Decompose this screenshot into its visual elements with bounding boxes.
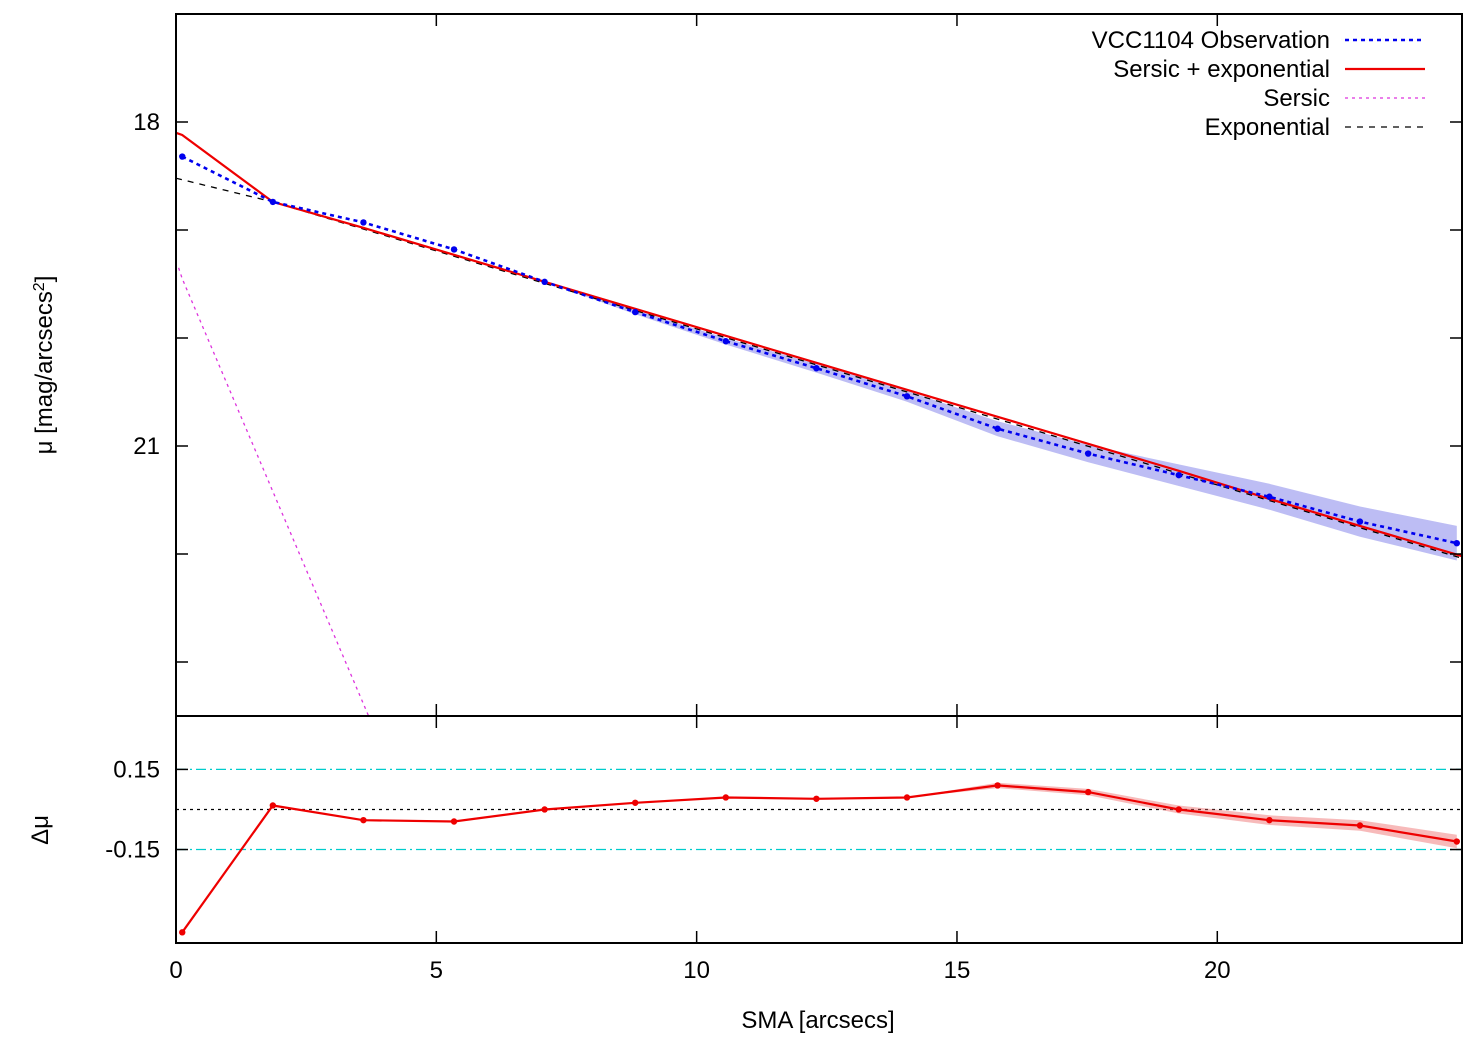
residual-error-band: [182, 782, 1457, 933]
observation-point: [1175, 471, 1182, 479]
residual-point: [903, 794, 911, 801]
residual-panel: 0.15 -0.15 0 5 10 15 20 Δμ SMA [arcsecs]: [27, 715, 1463, 1034]
y-tick-label: -0.15: [105, 837, 160, 864]
profile-y-axis-label: μ [mag/arcsecs2]: [31, 276, 59, 455]
residual-line: [181, 784, 1457, 933]
residual-point: [632, 799, 639, 806]
y-tick-label: 0.15: [113, 756, 160, 783]
observation-point: [269, 198, 277, 206]
residual-plot-frame: [175, 715, 1463, 944]
legend-label: Exponential: [1205, 114, 1330, 141]
legend-label: Sersic: [1263, 85, 1330, 112]
profile-panel: 18 21 μ [mag/arcsecs2] VCC1104 Observatio…: [31, 13, 1463, 717]
legend-label: Sersic + exponential: [1113, 56, 1330, 83]
observation-point: [1356, 518, 1364, 525]
residual-point: [722, 794, 730, 801]
residual-point: [360, 816, 367, 824]
y-tick-label: 21: [133, 433, 160, 460]
residual-point: [1356, 822, 1364, 829]
observation-point: [903, 393, 911, 400]
observation-point: [813, 365, 820, 372]
observation-point: [1266, 493, 1273, 500]
observation-point: [994, 425, 1001, 432]
x-tick-label: 0: [169, 957, 182, 984]
residual-point: [1175, 806, 1182, 813]
series-line-sersic-exponential: [176, 131, 1462, 558]
observation-point: [360, 219, 367, 226]
observation-point: [450, 246, 458, 253]
observation-point: [179, 153, 186, 160]
x-tick-label: 5: [430, 957, 443, 984]
observation-error-band: [182, 156, 1457, 561]
observation-point: [722, 338, 730, 345]
residual-point: [1084, 788, 1092, 796]
residual-point: [179, 929, 186, 936]
x-tick-label: 20: [1204, 957, 1231, 984]
residual-point: [994, 782, 1001, 789]
residual-point: [813, 795, 820, 802]
legend-label: VCC1104 Observation: [1092, 27, 1330, 54]
y-tick-label: 18: [133, 109, 160, 136]
x-tick-label: 15: [944, 957, 971, 984]
residual-point: [1453, 838, 1460, 845]
observation-point: [1084, 450, 1092, 457]
residual-point: [269, 802, 277, 809]
x-axis-label: SMA [arcsecs]: [741, 1007, 894, 1034]
observation-point: [632, 308, 639, 316]
residual-point: [1266, 816, 1273, 824]
residual-point: [541, 806, 548, 813]
residual-point: [450, 818, 458, 825]
series-line-vcc1104-observation: [181, 155, 1458, 545]
series-line-sersic: [177, 267, 370, 716]
x-tick-label: 10: [683, 957, 710, 984]
residual-y-axis-label: Δμ: [27, 815, 54, 845]
observation-point: [1453, 540, 1460, 547]
observation-point: [541, 278, 548, 286]
